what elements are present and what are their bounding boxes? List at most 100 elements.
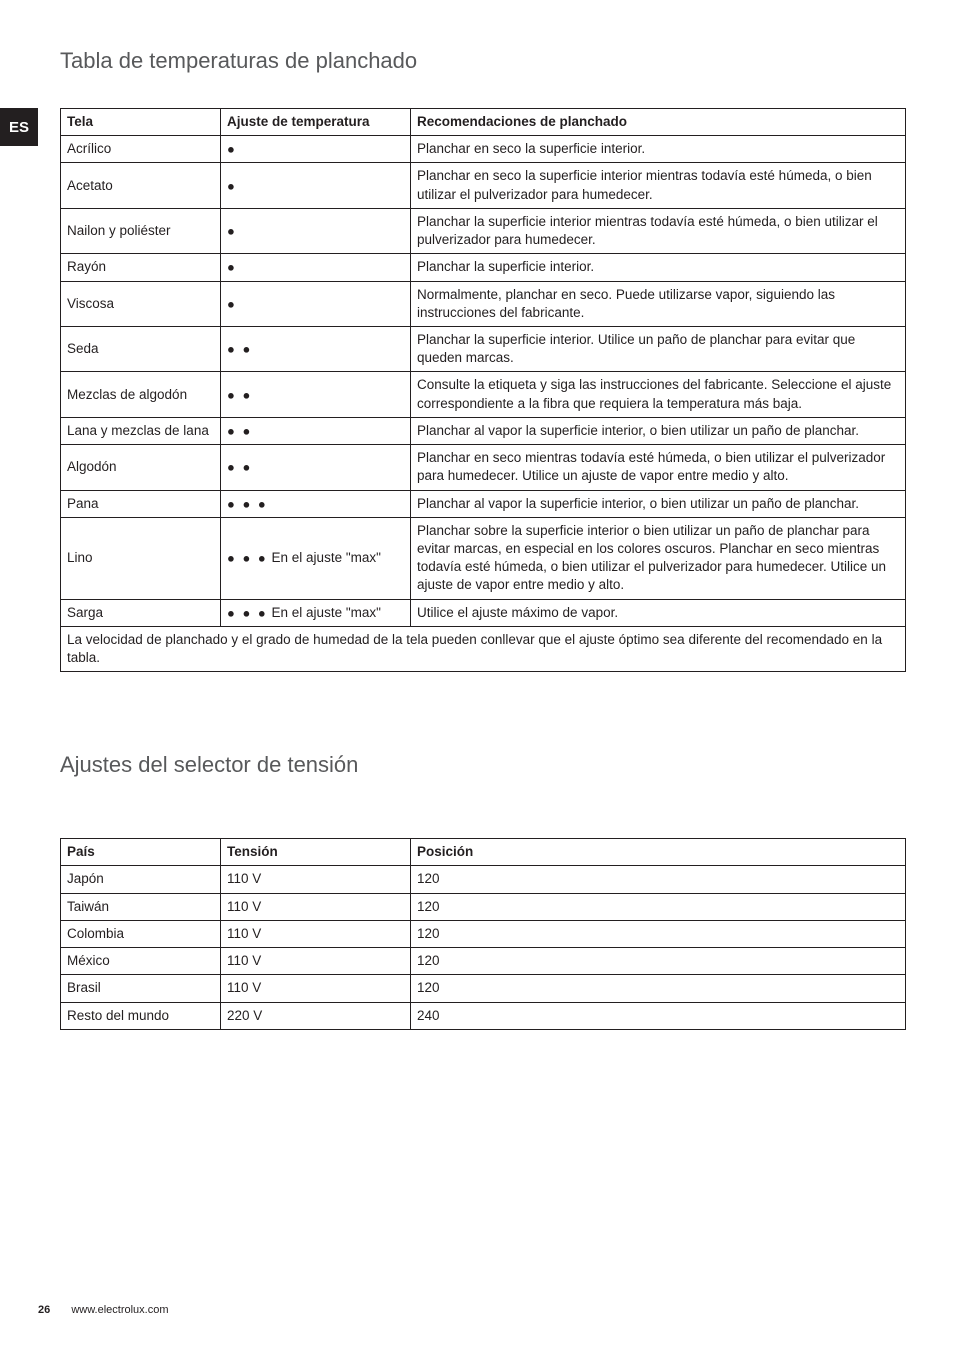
- cell-reco: Normalmente, planchar en seco. Puede uti…: [411, 281, 906, 326]
- page-number: 26: [38, 1304, 50, 1316]
- cell-tela: Lino: [61, 517, 221, 599]
- cell-tela: Lana y mezclas de lana: [61, 417, 221, 444]
- heat-dots-icon: ● ● ●: [227, 605, 268, 620]
- heat-dots-icon: ● ● ●: [227, 496, 268, 511]
- language-tab: ES: [0, 108, 38, 146]
- table-row: Pana ● ● ● Planchar al vapor la superficie…: [61, 490, 906, 517]
- table-header-row: Tela Ajuste de temperatura Recomendacion…: [61, 109, 906, 136]
- ajuste-suffix: En el ajuste "max": [268, 605, 381, 620]
- cell-ajuste: ●: [221, 208, 411, 253]
- col-header-tela: Tela: [61, 109, 221, 136]
- cell-pais: Resto del mundo: [61, 1002, 221, 1029]
- heat-dots-icon: ● ●: [227, 460, 252, 475]
- heat-dots-icon: ●: [227, 260, 237, 275]
- heat-dots-icon: ●: [227, 224, 237, 239]
- cell-tela: Nailon y poliéster: [61, 208, 221, 253]
- cell-ajuste: ●: [221, 254, 411, 281]
- cell-reco: Utilice el ajuste máximo de vapor.: [411, 599, 906, 626]
- cell-tela: Pana: [61, 490, 221, 517]
- cell-reco: Planchar al vapor la superficie interior…: [411, 490, 906, 517]
- cell-ajuste: ● ●: [221, 372, 411, 417]
- table-row: Acrílico ● Planchar en seco la superficie …: [61, 136, 906, 163]
- cell-ajuste: ● ●: [221, 445, 411, 490]
- table-row: Acetato ● Planchar en seco la superficie i…: [61, 163, 906, 208]
- table-row: Colombia110 V120: [61, 920, 906, 947]
- voltage-selector-table: País Tensión Posición Japón110 V120Taiwá…: [60, 838, 906, 1030]
- table-header-row: País Tensión Posición: [61, 839, 906, 866]
- cell-posicion: 120: [411, 920, 906, 947]
- table-row: Seda ● ● Planchar la superficie interior. …: [61, 326, 906, 371]
- table-row: Algodón ● ● Planchar en seco mientras toda…: [61, 445, 906, 490]
- table-footnote-row: La velocidad de planchado y el grado de …: [61, 626, 906, 671]
- heat-dots-icon: ●: [227, 178, 237, 193]
- table-row: Lana y mezclas de lana ● ● Planchar al vap…: [61, 417, 906, 444]
- cell-tela: Mezclas de algodón: [61, 372, 221, 417]
- cell-reco: Planchar al vapor la superficie interior…: [411, 417, 906, 444]
- cell-tension: 110 V: [221, 975, 411, 1002]
- cell-posicion: 240: [411, 1002, 906, 1029]
- cell-tela: Sarga: [61, 599, 221, 626]
- heat-dots-icon: ● ●: [227, 424, 252, 439]
- table-row: Lino● ● ● En el ajuste "max"Planchar sob…: [61, 517, 906, 599]
- table-row: Nailon y poliéster ● Planchar la superfici…: [61, 208, 906, 253]
- cell-reco: Consulte la etiqueta y siga las instrucc…: [411, 372, 906, 417]
- page-footer: 26 www.electrolux.com: [38, 1304, 169, 1316]
- cell-reco: Planchar la superficie interior mientras…: [411, 208, 906, 253]
- table-row: Brasil110 V120: [61, 975, 906, 1002]
- cell-tension: 110 V: [221, 866, 411, 893]
- table-row: Viscosa ● Normalmente, planchar en seco. P…: [61, 281, 906, 326]
- table-row: Japón110 V120: [61, 866, 906, 893]
- cell-tela: Rayón: [61, 254, 221, 281]
- heat-dots-icon: ● ●: [227, 342, 252, 357]
- table-row: Rayón ● Planchar la superficie interior.: [61, 254, 906, 281]
- cell-posicion: 120: [411, 948, 906, 975]
- cell-reco: Planchar en seco la superficie interior …: [411, 163, 906, 208]
- cell-tela: Seda: [61, 326, 221, 371]
- cell-posicion: 120: [411, 866, 906, 893]
- cell-tela: Algodón: [61, 445, 221, 490]
- col-header-reco: Recomendaciones de planchado: [411, 109, 906, 136]
- cell-posicion: 120: [411, 893, 906, 920]
- cell-reco: Planchar en seco mientras todavía esté h…: [411, 445, 906, 490]
- cell-reco: Planchar la superficie interior.: [411, 254, 906, 281]
- cell-tension: 110 V: [221, 893, 411, 920]
- page-title: Tabla de temperaturas de planchado: [60, 48, 906, 74]
- heat-dots-icon: ● ●: [227, 387, 252, 402]
- cell-pais: Japón: [61, 866, 221, 893]
- cell-tela: Acrílico: [61, 136, 221, 163]
- cell-ajuste: ●: [221, 136, 411, 163]
- col-header-posicion: Posición: [411, 839, 906, 866]
- cell-ajuste: ●: [221, 281, 411, 326]
- cell-pais: Colombia: [61, 920, 221, 947]
- cell-tension: 220 V: [221, 1002, 411, 1029]
- cell-tela: Acetato: [61, 163, 221, 208]
- table-row: Taiwán110 V120: [61, 893, 906, 920]
- cell-reco: Planchar la superficie interior. Utilice…: [411, 326, 906, 371]
- cell-reco: Planchar en seco la superficie interior.: [411, 136, 906, 163]
- table-row: Mezclas de algodón ● ● Consulte la etiquet…: [61, 372, 906, 417]
- cell-ajuste: ●: [221, 163, 411, 208]
- table-footnote: La velocidad de planchado y el grado de …: [61, 626, 906, 671]
- table-row: México110 V120: [61, 948, 906, 975]
- heat-dots-icon: ●: [227, 142, 237, 157]
- table-row: Sarga● ● ● En el ajuste "max"Utilice el …: [61, 599, 906, 626]
- heat-dots-icon: ●: [227, 296, 237, 311]
- cell-tension: 110 V: [221, 920, 411, 947]
- cell-tela: Viscosa: [61, 281, 221, 326]
- cell-ajuste: ● ● ● En el ajuste "max": [221, 599, 411, 626]
- cell-posicion: 120: [411, 975, 906, 1002]
- cell-ajuste: ● ●: [221, 417, 411, 444]
- footer-url: www.electrolux.com: [71, 1304, 168, 1316]
- col-header-tension: Tensión: [221, 839, 411, 866]
- ironing-temperature-table: Tela Ajuste de temperatura Recomendacion…: [60, 108, 906, 672]
- cell-pais: México: [61, 948, 221, 975]
- cell-ajuste: ● ● ●: [221, 490, 411, 517]
- section-title-voltage: Ajustes del selector de tensión: [60, 752, 906, 778]
- cell-tension: 110 V: [221, 948, 411, 975]
- heat-dots-icon: ● ● ●: [227, 551, 268, 566]
- cell-pais: Brasil: [61, 975, 221, 1002]
- col-header-ajuste: Ajuste de temperatura: [221, 109, 411, 136]
- cell-ajuste: ● ● ● En el ajuste "max": [221, 517, 411, 599]
- cell-ajuste: ● ●: [221, 326, 411, 371]
- cell-reco: Planchar sobre la superficie interior o …: [411, 517, 906, 599]
